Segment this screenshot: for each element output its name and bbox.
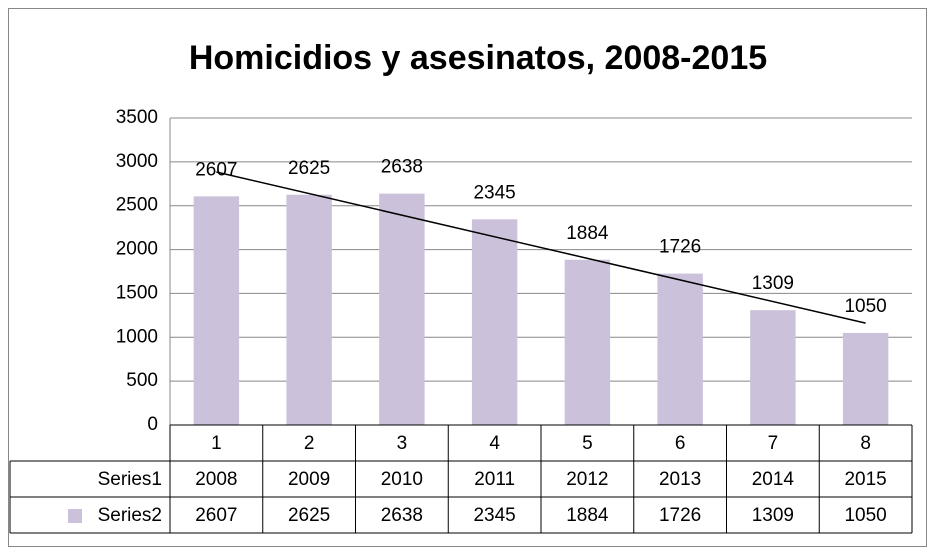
y-tick-label: 2000 xyxy=(116,239,158,260)
table-cell: 2638 xyxy=(381,505,423,526)
x-tick-label: 6 xyxy=(675,433,686,454)
table-cell: 2015 xyxy=(844,469,886,490)
x-tick-label: 7 xyxy=(768,433,779,454)
chart-border xyxy=(8,8,927,547)
x-tick-label: 4 xyxy=(489,433,500,454)
bar xyxy=(193,196,240,425)
bar xyxy=(379,193,425,425)
table-cell: 2011 xyxy=(474,469,515,490)
trendline xyxy=(216,171,866,324)
y-tick-label: 2500 xyxy=(116,195,158,216)
table-cell: 2009 xyxy=(288,469,330,490)
table-row-label: Series2 xyxy=(98,505,162,526)
table-cell: 1050 xyxy=(844,505,886,526)
bar xyxy=(286,194,332,425)
data-label: 2638 xyxy=(381,157,423,178)
table-cell: 1884 xyxy=(566,505,609,526)
table-cell: 2014 xyxy=(752,469,795,490)
table-cell: 2625 xyxy=(288,505,330,526)
chart-title: Homicidios y asesinatos, 2008-2015 xyxy=(189,39,767,77)
table-cell: 2012 xyxy=(566,469,608,490)
data-label: 1884 xyxy=(566,223,609,244)
table-cell: 1309 xyxy=(752,505,794,526)
x-tick-label: 3 xyxy=(397,433,408,454)
table-cell: 2008 xyxy=(195,469,237,490)
x-tick-label: 5 xyxy=(582,433,593,454)
x-tick-label: 2 xyxy=(304,433,315,454)
bar xyxy=(842,332,889,425)
table-cell: 2607 xyxy=(195,505,237,526)
y-tick-label: 500 xyxy=(126,370,158,391)
y-tick-label: 0 xyxy=(147,414,158,435)
table-cell: 2010 xyxy=(381,469,423,490)
x-tick-label: 1 xyxy=(211,433,222,454)
y-tick-label: 1000 xyxy=(116,326,158,347)
bar xyxy=(471,219,518,425)
data-label: 1309 xyxy=(752,273,794,294)
data-label: 2625 xyxy=(288,158,330,179)
data-label: 2345 xyxy=(473,182,515,203)
table-cell: 1726 xyxy=(659,505,701,526)
y-tick-label: 1500 xyxy=(116,282,158,303)
y-tick-label: 3500 xyxy=(116,107,158,128)
table-cell: 2345 xyxy=(473,505,515,526)
table-cell: 2013 xyxy=(659,469,701,490)
y-tick-label: 3000 xyxy=(116,151,158,172)
data-label: 1726 xyxy=(659,237,701,258)
bar xyxy=(750,310,796,425)
legend-key xyxy=(68,509,82,523)
table-row-label: Series1 xyxy=(98,469,162,490)
x-tick-label: 8 xyxy=(860,433,871,454)
bar xyxy=(657,273,703,425)
bar xyxy=(564,259,611,425)
data-label: 2607 xyxy=(195,159,237,180)
data-label: 1050 xyxy=(844,296,886,317)
